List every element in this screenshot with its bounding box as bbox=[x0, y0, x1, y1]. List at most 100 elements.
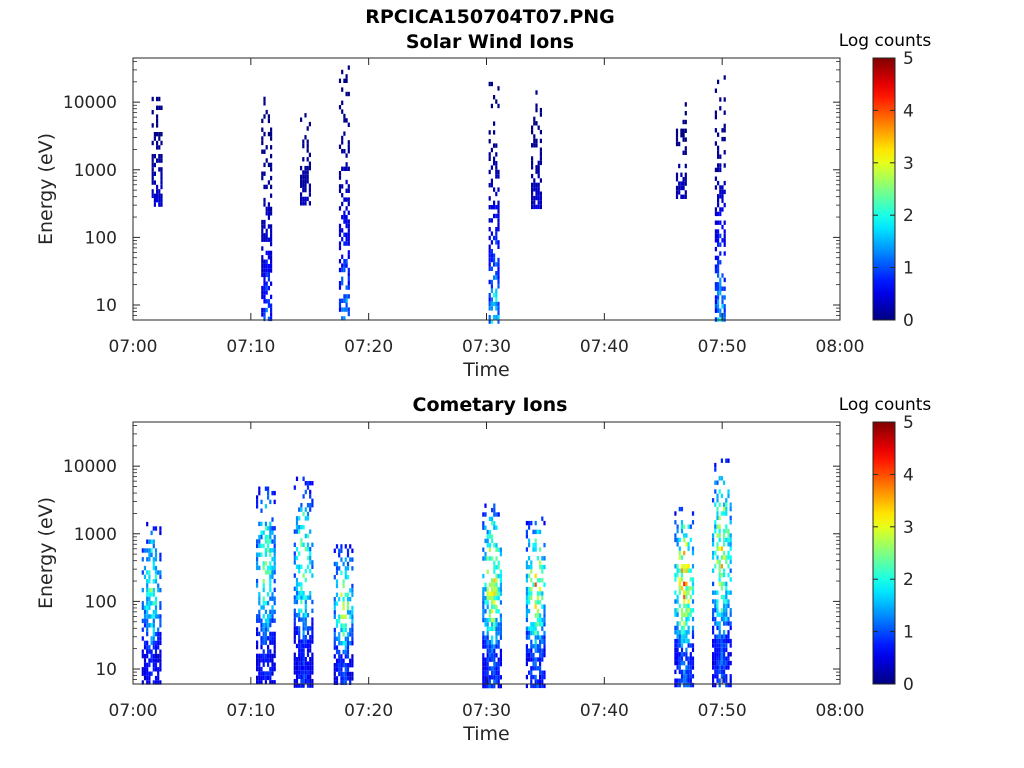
heatmap-cell bbox=[264, 636, 267, 641]
heatmap-cell bbox=[490, 319, 493, 324]
heatmap-cell bbox=[256, 578, 259, 584]
heatmap-cell bbox=[304, 481, 307, 486]
heatmap-cell bbox=[309, 679, 312, 684]
heatmap-cell bbox=[718, 660, 721, 666]
heatmap-cell bbox=[148, 587, 151, 593]
heatmap-cell bbox=[293, 617, 296, 622]
heatmap-cell bbox=[306, 652, 310, 657]
heatmap-cell bbox=[530, 670, 533, 675]
heatmap-cell bbox=[304, 577, 307, 583]
heatmap-cell bbox=[497, 227, 500, 232]
heatmap-cell bbox=[261, 127, 264, 132]
heatmap-cell bbox=[347, 166, 350, 171]
heatmap-cell bbox=[683, 612, 686, 617]
heatmap-cell bbox=[267, 649, 270, 654]
heatmap-cell bbox=[497, 683, 500, 689]
heatmap-cell bbox=[302, 573, 305, 578]
heatmap-cell bbox=[262, 605, 265, 610]
heatmap-cell bbox=[720, 616, 723, 622]
heatmap-cell bbox=[525, 630, 528, 636]
colorbar-tick-label: 3 bbox=[903, 518, 914, 538]
heatmap-cell bbox=[146, 653, 149, 659]
heatmap-cell bbox=[488, 196, 491, 201]
heatmap-cell bbox=[717, 273, 720, 278]
heatmap-cell bbox=[488, 183, 491, 188]
heatmap-cell bbox=[534, 626, 537, 631]
heatmap-cell bbox=[684, 163, 687, 169]
heatmap-cell bbox=[141, 587, 144, 593]
heatmap-cell bbox=[306, 630, 310, 635]
heatmap-cell bbox=[262, 636, 265, 641]
heatmap-cell bbox=[499, 675, 502, 680]
heatmap-cell bbox=[345, 237, 348, 242]
heatmap-cell bbox=[674, 647, 677, 653]
heatmap-cell bbox=[345, 91, 348, 97]
heatmap-cell bbox=[261, 246, 264, 251]
heatmap-cell bbox=[153, 136, 156, 141]
heatmap-cell bbox=[497, 639, 500, 645]
heatmap-cell bbox=[716, 559, 719, 565]
heatmap-cell bbox=[293, 639, 296, 644]
heatmap-cell bbox=[687, 616, 690, 622]
heatmap-cell bbox=[488, 315, 491, 320]
heatmap-cell bbox=[267, 206, 270, 212]
heatmap-cell bbox=[151, 193, 154, 198]
heatmap-cell bbox=[495, 240, 498, 245]
heatmap-cell bbox=[539, 591, 542, 596]
heatmap-cell bbox=[311, 630, 314, 635]
heatmap-cell bbox=[150, 649, 153, 654]
heatmap-cell bbox=[271, 666, 274, 672]
heatmap-cell bbox=[534, 679, 537, 684]
heatmap-cell bbox=[685, 590, 688, 595]
heatmap-cell bbox=[539, 683, 542, 689]
heatmap-cell bbox=[157, 614, 160, 619]
heatmap-cell bbox=[721, 286, 724, 291]
heatmap-cell bbox=[263, 101, 266, 106]
heatmap-cell bbox=[721, 185, 724, 190]
heatmap-burst bbox=[531, 90, 542, 210]
heatmap-cell bbox=[264, 671, 267, 676]
heatmap-cell bbox=[714, 528, 717, 534]
heatmap-cell bbox=[534, 630, 537, 636]
heatmap-cell bbox=[675, 172, 679, 177]
heatmap-cell bbox=[482, 604, 485, 610]
heatmap-cell bbox=[263, 316, 266, 322]
heatmap-cell bbox=[723, 128, 726, 133]
heatmap-cell bbox=[484, 538, 487, 544]
heatmap-cell bbox=[718, 678, 721, 683]
heatmap-cell bbox=[267, 268, 270, 273]
heatmap-cell bbox=[298, 582, 301, 587]
heatmap-cell bbox=[260, 680, 263, 685]
heatmap-cell bbox=[153, 180, 156, 185]
heatmap-cell bbox=[264, 526, 267, 531]
heatmap-cell bbox=[152, 662, 155, 668]
heatmap-cell bbox=[304, 196, 307, 202]
heatmap-cell bbox=[539, 195, 542, 201]
heatmap-cell bbox=[345, 307, 348, 312]
heatmap-cell bbox=[723, 568, 726, 573]
heatmap-cell bbox=[497, 275, 500, 280]
heatmap-cell bbox=[343, 294, 346, 299]
heatmap-cell bbox=[721, 207, 724, 212]
heatmap-cell bbox=[497, 315, 500, 320]
heatmap-cell bbox=[260, 636, 263, 641]
heatmap-cell bbox=[302, 179, 305, 184]
heatmap-cell bbox=[723, 647, 726, 653]
heatmap-cell bbox=[718, 647, 721, 653]
heatmap-cell bbox=[267, 622, 270, 628]
heatmap-cell bbox=[497, 262, 500, 267]
heatmap-cell bbox=[482, 639, 485, 645]
heatmap-cell bbox=[302, 657, 305, 662]
heatmap-cell bbox=[295, 657, 299, 662]
heatmap-cell bbox=[683, 524, 686, 529]
heatmap-cell bbox=[533, 116, 536, 122]
heatmap-cell bbox=[143, 609, 147, 615]
heatmap-cell bbox=[306, 595, 310, 600]
heatmap-cell bbox=[497, 169, 500, 175]
heatmap-cell bbox=[683, 652, 686, 657]
heatmap-cell bbox=[495, 543, 498, 548]
heatmap-cell bbox=[306, 503, 310, 508]
heatmap-cell bbox=[528, 600, 531, 605]
heatmap-cell bbox=[270, 145, 273, 150]
heatmap-cell bbox=[530, 683, 533, 689]
